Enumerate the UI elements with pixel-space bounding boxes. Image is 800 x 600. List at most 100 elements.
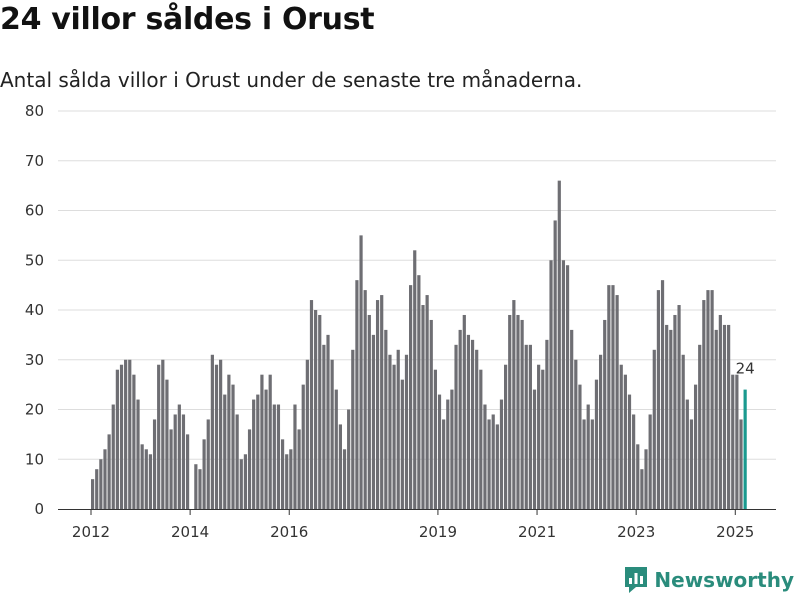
bar (235, 414, 239, 509)
bar (640, 469, 644, 509)
bar (578, 384, 582, 509)
bar (367, 314, 371, 509)
bar (210, 354, 214, 509)
bar (91, 479, 95, 509)
bar (437, 394, 442, 509)
bar (632, 414, 636, 509)
bar (611, 285, 615, 509)
bar (582, 419, 586, 509)
bar (644, 449, 648, 509)
bar (710, 290, 714, 509)
bar (665, 324, 669, 509)
bar (714, 329, 718, 509)
bar (421, 305, 425, 509)
bar (173, 414, 177, 509)
bar (652, 349, 656, 509)
bar (99, 459, 103, 509)
bar (483, 404, 487, 509)
bar (388, 354, 392, 509)
bar (355, 280, 359, 509)
bar (590, 419, 594, 509)
bar (169, 429, 173, 509)
bar (330, 359, 334, 509)
bar (95, 469, 99, 509)
bar (243, 454, 248, 509)
bar (194, 464, 198, 509)
bar (532, 389, 537, 509)
bar (157, 364, 161, 509)
bar (475, 349, 479, 509)
bars (91, 180, 747, 510)
bar (425, 295, 429, 509)
bar (636, 444, 640, 509)
y-tick-label: 0 (34, 500, 44, 518)
y-tick-label: 60 (25, 202, 44, 220)
bar (619, 364, 623, 509)
bar (301, 384, 305, 509)
bar (739, 419, 743, 509)
bar (706, 290, 710, 509)
bar (375, 300, 380, 509)
bar (565, 265, 570, 509)
y-tick-label: 80 (25, 102, 44, 120)
bar (276, 404, 281, 509)
bar (148, 454, 153, 509)
bar (293, 404, 297, 509)
bar (326, 334, 330, 509)
bar (693, 384, 698, 509)
bar (305, 359, 309, 509)
bar (256, 394, 260, 509)
highlight-bar (743, 389, 747, 509)
bar (557, 180, 561, 509)
bar (673, 314, 677, 509)
bar (735, 374, 739, 509)
bar (124, 359, 128, 509)
bar (338, 424, 342, 509)
bar (541, 369, 545, 509)
bar (264, 389, 268, 509)
bar (140, 444, 144, 509)
bar (479, 369, 483, 509)
bar (561, 260, 566, 509)
bar (247, 429, 252, 509)
bar (227, 374, 231, 509)
bar (462, 314, 466, 509)
x-axis: 2012 2014 2016 2019 2021 2023 2025 (58, 509, 776, 541)
highlight-value-label: 24 (736, 360, 755, 378)
bar (111, 404, 115, 509)
bar (681, 354, 685, 509)
bar (520, 319, 524, 509)
bar (260, 374, 264, 509)
bar (417, 275, 421, 509)
bar (627, 394, 632, 509)
y-tick-label: 40 (25, 301, 44, 319)
bar (144, 449, 148, 509)
y-tick-label: 10 (25, 450, 44, 468)
bar (446, 399, 450, 509)
bar (698, 344, 702, 509)
x-tick-label: 2019 (419, 523, 457, 541)
x-tick-label: 2016 (270, 523, 308, 541)
bar (524, 344, 528, 509)
bar (359, 235, 363, 509)
bar (318, 314, 322, 509)
bar (132, 374, 136, 509)
bar (656, 290, 661, 509)
gridlines (58, 110, 776, 460)
bar (351, 349, 355, 509)
bar (727, 324, 731, 509)
bar (512, 300, 516, 509)
newsworthy-logo[interactable]: Newsworthy (624, 566, 794, 594)
y-tick-label: 20 (25, 401, 44, 419)
bar (181, 414, 186, 509)
bar (400, 379, 404, 509)
y-tick-label: 30 (25, 351, 44, 369)
bar (504, 364, 508, 509)
bar (280, 439, 285, 509)
bar (202, 439, 206, 509)
x-tick-label: 2025 (716, 523, 754, 541)
y-tick-label: 70 (25, 152, 44, 170)
bar (594, 379, 599, 509)
bar (537, 364, 541, 509)
bar (136, 399, 140, 509)
